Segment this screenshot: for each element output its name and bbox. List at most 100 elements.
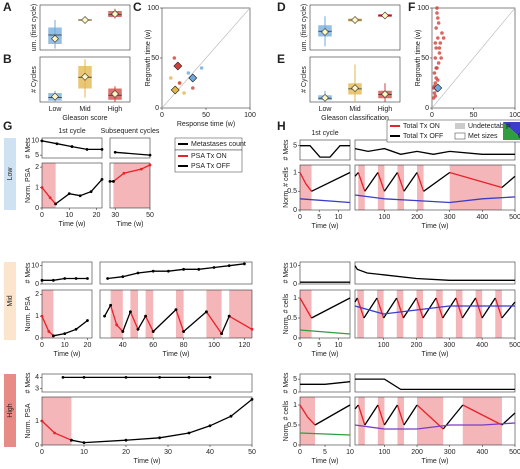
series-line [354,265,515,281]
series-line [354,422,516,430]
line-marker [40,186,44,189]
line-marker [112,180,115,183]
scatter-point [186,71,191,75]
y-tick-label: 0 [425,105,429,112]
y-tick-label: 100 [417,5,429,12]
line-marker [121,330,125,333]
line-marker [136,271,140,275]
treatment-shade [42,397,72,445]
y-tick-label: 100 [147,5,159,12]
x-tick-label: 10 [80,449,88,456]
legend-label: Metastases count [191,141,246,148]
line-marker [151,269,155,273]
y-axis-label: # Mets [25,262,32,284]
series-line [115,151,151,156]
treatment-shade [358,397,365,445]
y-tick-label: 0 [35,281,39,288]
scatter-point [433,94,438,98]
line-marker [124,375,128,379]
x-tick-label: Mid [349,106,360,113]
series-line [299,172,313,192]
x-tick-label: 100 [378,342,390,349]
treatment-shade [495,290,502,338]
scatter-point [434,46,438,50]
mean-diamond [81,16,89,24]
x-tick-label: 100 [379,449,391,456]
series-line [354,194,516,204]
legend-label: Total Tx OFF [403,133,443,140]
y-tick-label: 3 [35,385,39,392]
x-tick-label: 50 [248,449,256,456]
line-marker [63,277,67,280]
subplot-title: 1st cycle [311,130,338,137]
series-line [357,404,503,430]
treatment-shade [113,163,150,208]
line-marker [121,275,125,279]
mean-diamond [351,84,359,93]
line-marker [113,150,117,154]
x-tick-label: 80 [180,342,188,349]
x-tick-label: 200 [411,214,423,221]
x-tick-label: 120 [239,342,251,349]
x-axis-label: Response time (w) [177,121,235,128]
series-line [300,381,351,385]
scatter-point [437,51,442,55]
y-axis-label: # Mets [283,372,290,394]
line-marker [187,431,191,435]
x-tick-label: 0 [40,212,44,219]
plot-frame [354,396,516,446]
identity-line [431,7,516,109]
treatment-shade [396,290,404,338]
row-label: High [7,403,14,418]
line-marker [208,375,212,379]
treatment-shade [397,397,404,445]
line-marker [182,267,186,271]
y-tick-label: 0.5 [287,188,297,195]
x-tick-label: 500 [509,214,520,221]
series-line [299,297,313,319]
line-marker [40,419,44,423]
line-marker [208,424,212,428]
x-tick-label: 100 [379,214,391,221]
x-axis-label: Time (w) [422,458,449,465]
y-axis-label: # Mets [283,262,290,284]
x-tick-label: 40 [206,449,214,456]
x-axis-label: Time (w) [312,223,339,230]
mean-diamond [321,93,329,102]
scatter-point [436,16,440,20]
panel-letter: F [408,0,415,14]
x-axis-label: Time (w) [54,351,81,358]
x-tick-label: 0 [160,112,164,119]
plot-frame [41,162,103,209]
x-tick-label: 5 [317,342,321,349]
x-axis-label: Time (w) [59,221,86,228]
mean-diamond [351,16,359,24]
x-tick-label: 10 [65,212,73,219]
line-marker [40,314,44,318]
x-tick-label: Low [319,106,333,113]
plot-frame [299,289,351,339]
series-line [354,305,515,315]
scatter-point [440,31,444,35]
plot-frame [299,261,351,285]
scatter-point [434,26,438,30]
met-color-label: P [506,124,511,131]
y-tick-label: 0 [35,442,39,449]
line-marker [229,414,233,418]
plot-frame [99,289,253,339]
x-tick-label: 20 [122,449,130,456]
line-marker [82,441,86,444]
line-marker [51,334,55,338]
mean-diamond [170,85,180,95]
x-tick-label: 300 [443,342,455,349]
x-axis-label: Gleason score [62,115,107,122]
panel-letter: G [3,119,12,133]
x-tick-label: 50 [470,112,478,119]
treatment-shade [176,290,184,338]
treatment-shade [397,165,404,210]
series-line [107,263,245,280]
line-marker [51,278,55,282]
treatment-shade [300,165,312,210]
scatter-point [434,66,438,70]
